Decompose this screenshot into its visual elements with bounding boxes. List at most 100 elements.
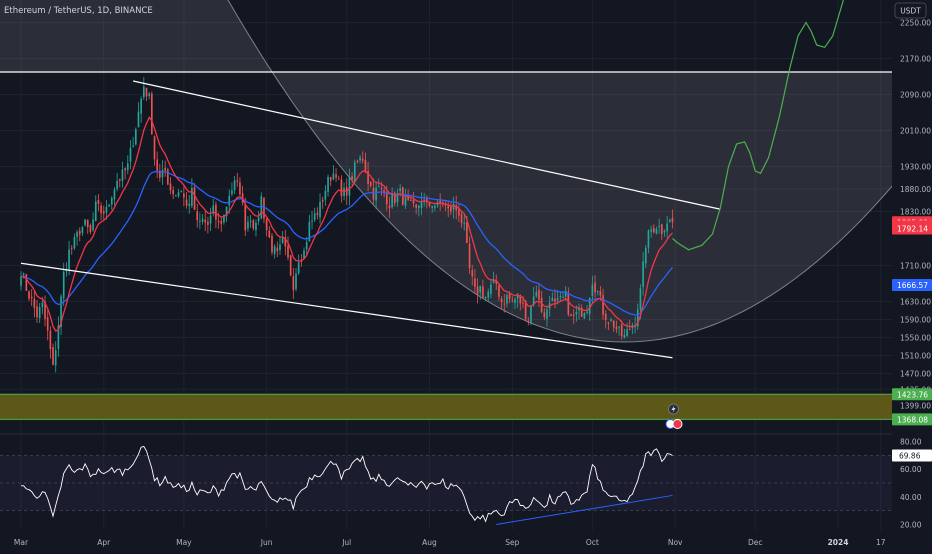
candle-161[interactable] bbox=[450, 206, 452, 212]
candle-62[interactable] bbox=[185, 199, 188, 206]
candle-144[interactable] bbox=[404, 197, 407, 206]
candle-157[interactable] bbox=[439, 200, 442, 204]
candle-60[interactable] bbox=[180, 191, 183, 193]
candle-55[interactable] bbox=[167, 169, 169, 185]
candle-32[interactable] bbox=[105, 206, 108, 213]
candle-4[interactable] bbox=[30, 296, 33, 299]
candle-215[interactable] bbox=[594, 282, 596, 293]
candle-38[interactable] bbox=[121, 169, 124, 181]
candle-10[interactable] bbox=[46, 317, 49, 331]
candle-27[interactable] bbox=[92, 219, 94, 231]
candle-48[interactable] bbox=[148, 93, 150, 97]
candle-15[interactable] bbox=[60, 296, 62, 328]
candle-28[interactable] bbox=[94, 201, 97, 222]
candle-23[interactable] bbox=[81, 227, 84, 233]
candle-221[interactable] bbox=[610, 319, 612, 322]
candle-243[interactable] bbox=[668, 219, 671, 222]
candle-126[interactable] bbox=[356, 160, 359, 162]
candle-225[interactable] bbox=[620, 324, 623, 337]
candle-183[interactable] bbox=[508, 293, 511, 299]
candle-19[interactable] bbox=[70, 247, 73, 249]
candle-80[interactable] bbox=[233, 180, 236, 191]
candle-234[interactable] bbox=[644, 247, 647, 264]
candle-47[interactable] bbox=[145, 87, 148, 97]
candle-226[interactable] bbox=[623, 335, 626, 338]
candle-160[interactable] bbox=[447, 205, 450, 209]
candle-34[interactable] bbox=[110, 198, 113, 205]
candle-204[interactable] bbox=[564, 290, 567, 297]
candle-142[interactable] bbox=[399, 188, 401, 192]
candle-44[interactable] bbox=[137, 111, 140, 128]
candle-219[interactable] bbox=[604, 313, 607, 320]
candle-45[interactable] bbox=[140, 98, 142, 114]
candle-152[interactable] bbox=[426, 197, 428, 202]
candle-90[interactable] bbox=[260, 196, 263, 219]
candle-188[interactable] bbox=[522, 302, 524, 304]
candle-192[interactable] bbox=[532, 296, 535, 306]
candle-117[interactable] bbox=[332, 173, 335, 180]
candle-3[interactable] bbox=[28, 291, 30, 299]
candle-16[interactable] bbox=[62, 271, 65, 299]
candle-133[interactable] bbox=[375, 187, 377, 201]
candle-244[interactable] bbox=[671, 217, 674, 223]
candle-106[interactable] bbox=[303, 250, 305, 259]
candle-207[interactable] bbox=[572, 314, 575, 316]
candle-196[interactable] bbox=[543, 312, 546, 318]
currency-button[interactable]: USDT bbox=[894, 2, 927, 19]
candle-64[interactable] bbox=[191, 188, 193, 207]
candle-56[interactable] bbox=[169, 183, 172, 191]
candle-91[interactable] bbox=[263, 197, 265, 219]
candle-2[interactable] bbox=[25, 274, 28, 291]
candle-217[interactable] bbox=[599, 291, 602, 296]
channel-lower-line[interactable] bbox=[20, 262, 673, 359]
candle-13[interactable] bbox=[54, 349, 57, 366]
candle-190[interactable] bbox=[527, 320, 530, 323]
candle-231[interactable] bbox=[636, 309, 639, 327]
candle-61[interactable] bbox=[183, 193, 185, 198]
candle-153[interactable] bbox=[428, 201, 431, 207]
candle-147[interactable] bbox=[412, 200, 415, 204]
candle-114[interactable] bbox=[324, 190, 327, 200]
candle-127[interactable] bbox=[359, 157, 361, 161]
candle-66[interactable] bbox=[196, 211, 199, 221]
candle-166[interactable] bbox=[463, 222, 466, 224]
candle-76[interactable] bbox=[223, 214, 225, 223]
candle-138[interactable] bbox=[388, 205, 391, 208]
candle-50[interactable] bbox=[153, 136, 156, 160]
candle-232[interactable] bbox=[639, 288, 642, 310]
candle-7[interactable] bbox=[38, 307, 41, 318]
candle-51[interactable] bbox=[156, 159, 158, 171]
candle-125[interactable] bbox=[353, 162, 356, 182]
candle-119[interactable] bbox=[337, 178, 340, 180]
candle-150[interactable] bbox=[420, 201, 423, 208]
candle-200[interactable] bbox=[554, 298, 556, 302]
candle-26[interactable] bbox=[89, 225, 92, 233]
candle-167[interactable] bbox=[466, 222, 468, 244]
candle-206[interactable] bbox=[570, 314, 572, 316]
candle-176[interactable] bbox=[490, 284, 492, 294]
candle-96[interactable] bbox=[276, 247, 279, 252]
candle-209[interactable] bbox=[578, 307, 580, 311]
candle-82[interactable] bbox=[239, 182, 241, 195]
candle-84[interactable] bbox=[244, 203, 247, 231]
candle-193[interactable] bbox=[535, 291, 538, 297]
candle-42[interactable] bbox=[132, 145, 134, 147]
candle-140[interactable] bbox=[393, 192, 396, 203]
rsi-trendline[interactable] bbox=[496, 494, 673, 525]
candle-223[interactable] bbox=[615, 326, 618, 330]
candle-134[interactable] bbox=[377, 186, 380, 188]
channel-upper-line[interactable] bbox=[133, 80, 721, 210]
candle-135[interactable] bbox=[380, 188, 383, 190]
candle-58[interactable] bbox=[175, 195, 177, 197]
candle-107[interactable] bbox=[305, 242, 308, 250]
candle-137[interactable] bbox=[385, 192, 388, 205]
candle-1[interactable] bbox=[22, 273, 25, 275]
candle-132[interactable] bbox=[372, 187, 375, 200]
candle-128[interactable] bbox=[361, 158, 364, 161]
candle-184[interactable] bbox=[511, 299, 514, 301]
candle-93[interactable] bbox=[268, 230, 271, 238]
candle-65[interactable] bbox=[193, 187, 196, 210]
candle-89[interactable] bbox=[257, 217, 260, 222]
candle-235[interactable] bbox=[647, 230, 650, 248]
